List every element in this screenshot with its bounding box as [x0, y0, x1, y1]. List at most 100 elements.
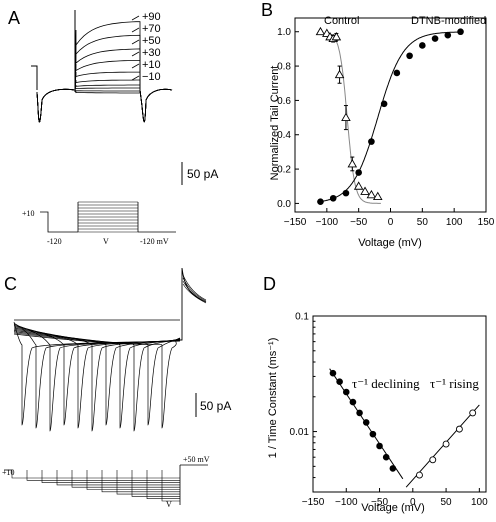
panel-a-protocol-right-label: -120 mV	[140, 237, 169, 246]
panel-d-point-open-circle	[429, 456, 437, 464]
panel-b-point-filled-circle	[317, 198, 324, 205]
panel-d-point-open-circle	[416, 471, 423, 479]
panel-c-protocol-step-label: V	[166, 500, 172, 509]
panel-d-point-filled-circle	[382, 453, 390, 461]
panel-d-axes	[312, 315, 487, 493]
panel-a-trace-label: +70	[142, 23, 161, 35]
panel-b-y-tick-label: 0.8	[277, 62, 291, 73]
panel-b-y-tick-label: 0.6	[277, 96, 291, 107]
panel-b-x-tick-label: 100	[446, 217, 463, 228]
panel-d-point-filled-circle	[342, 388, 350, 396]
panel-d-y-tick-label: 0.01	[290, 427, 310, 438]
panel-b-point-triangle	[372, 191, 383, 200]
panel-b-point-filled-circle	[368, 138, 375, 145]
panel-d-x-tick-label: −50	[371, 497, 388, 508]
panel-b-x-tick-label: 0	[388, 217, 394, 228]
panel-b-ticks: −150 −100 −50 0 50 100 150 0.0 0.2 0.4 0.6 0.8 1.0	[277, 27, 495, 228]
panel-d-point-filled-circle	[389, 465, 397, 472]
panel-a-current-traces	[31, 10, 173, 123]
panel-d-point-open-circle	[442, 440, 450, 448]
panel-b-point-filled-circle	[406, 52, 413, 60]
panel-d-point-filled-circle	[329, 369, 337, 377]
panel-a-trace-label: +10	[142, 59, 161, 71]
panel-d-annotation-rising: τ⁻¹ rising	[430, 376, 479, 391]
panel-c-protocol-step	[71, 470, 180, 488]
panel-a-trace	[36, 79, 173, 123]
panel-b-x-tick-label: 50	[417, 217, 429, 228]
panel-c-protocol-hold-label: +10	[2, 468, 15, 477]
panel-d-y-axis-label: 1 / Time Constant (ms⁻¹)	[267, 338, 279, 459]
panel-a-trace-label: −10	[142, 71, 161, 83]
panel-b-point-triangle	[334, 69, 345, 79]
panel-d-x-tick-label: −100	[335, 497, 358, 508]
panel-a-trace	[36, 88, 173, 123]
panel-b-x-tick-label: −150	[284, 217, 307, 228]
panel-d-point-filled-circle	[362, 419, 370, 426]
panel-b-annotation-dtnb: DTNB-modified	[411, 15, 486, 27]
panel-b-point-filled-circle	[444, 31, 452, 39]
panel-a-trace-label: +50	[142, 35, 161, 47]
panel-d-x-tick-label: 0	[410, 497, 416, 508]
panel-d-point-open-circle	[455, 425, 463, 433]
panel-b-point-filled-circle	[380, 100, 388, 108]
panel-c-protocol-step	[161, 470, 180, 502]
panel-b-point-filled-circle	[419, 42, 426, 49]
panel-c-rising-trace	[182, 277, 207, 302]
panel-b-plot-frame	[294, 17, 487, 213]
panel-c-trace	[13, 332, 181, 426]
panel-b: B −150 −100 −50 0 50 100 150 0.0 0.2 0.4 0.6 0.8 1.0…	[261, 0, 495, 249]
panel-d-annotation-declining: τ⁻¹ declining	[352, 376, 420, 391]
panel-c-rising-trace	[182, 280, 207, 303]
panel-b-fit-2	[317, 31, 462, 203]
panel-a-trace	[36, 88, 173, 123]
panel-b-point-filled-circle	[342, 189, 350, 197]
panel-b-x-tick-label: −50	[350, 217, 367, 228]
panel-d-point-filled-circle	[376, 442, 383, 450]
panel-a-protocol-step-label: V	[103, 237, 109, 246]
panel-d-x-axis-label: Voltage (mV)	[361, 502, 425, 514]
panel-b-x-tick-label: −100	[316, 217, 339, 228]
panel-a-protocol-hold-label: +10	[22, 209, 35, 218]
panel-c-protocol-step	[26, 470, 180, 481]
panel-b-fit-1	[329, 33, 381, 204]
panel-c-scale-bar-label: 50 pA	[200, 399, 231, 413]
panel-d-letter: D	[263, 274, 276, 294]
panel-d-x-tick-label: 50	[441, 497, 453, 508]
panel-c-current-traces	[13, 267, 207, 432]
panel-b-x-tick-label: 150	[478, 217, 495, 228]
panel-c-letter: C	[4, 274, 17, 294]
panel-c-rising-trace	[182, 283, 207, 304]
panel-d-annotation-declining-text: τ⁻¹ declining	[352, 376, 420, 391]
panel-b-y-tick-label: 1.0	[277, 27, 291, 38]
panel-c-protocol-step	[11, 470, 180, 479]
panel-a-label-pointer	[131, 39, 140, 45]
panel-b-point-filled-circle	[457, 28, 464, 36]
panel-a-label-pointer	[131, 51, 140, 57]
panel-b-data-points	[315, 26, 464, 205]
panel-d-data-points	[329, 369, 477, 479]
panel-b-point-filled-circle	[431, 35, 439, 42]
panel-a-label-pointer	[131, 15, 140, 21]
panel-b-x-axis-label: Voltage (mV)	[358, 237, 422, 249]
panel-b-y-axis-label: Normalized Tail Current	[269, 66, 281, 181]
panel-a-trace-label: +30	[142, 47, 161, 59]
panel-d-point-filled-circle	[349, 398, 357, 406]
panel-b-y-tick-label: 0.2	[277, 165, 291, 176]
panel-c-protocol-step	[56, 470, 180, 486]
panel-a-trace-label: +90	[142, 11, 161, 23]
panel-c-voltage-protocol	[4, 464, 208, 505]
panel-b-point-triangle	[360, 186, 370, 195]
panel-b-y-tick-label: 0.0	[277, 199, 291, 210]
panel-c-protocol-step	[41, 470, 180, 483]
panel-c-protocol-step	[116, 470, 180, 495]
panel-a-label-pointer	[131, 63, 140, 69]
panel-d-x-tick-label: −150	[302, 497, 325, 508]
panel-c-trace	[13, 327, 181, 432]
panel-b-fit-curves	[317, 31, 462, 204]
panel-c-trace	[13, 321, 181, 426]
panel-c-protocol-step	[146, 470, 180, 499]
panel-d-plot-frame	[312, 315, 487, 493]
panel-d-ticks: −150 −100 −50 0 50 100 0.01 0.1	[290, 312, 489, 509]
